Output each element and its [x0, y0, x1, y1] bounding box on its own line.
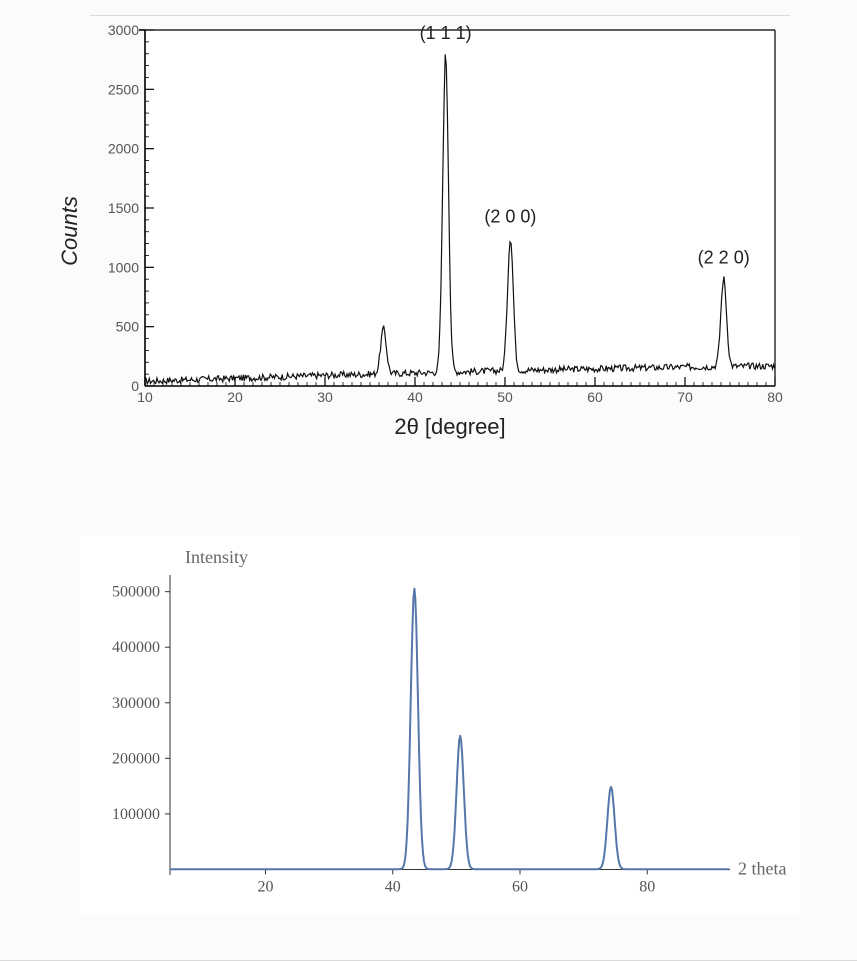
- svg-text:100000: 100000: [112, 806, 160, 823]
- chart1-y-label: Counts: [57, 196, 83, 266]
- chart1-x-label: 2θ [degree]: [110, 414, 790, 440]
- svg-text:40: 40: [407, 389, 423, 405]
- spacer: [0, 445, 857, 535]
- svg-text:30: 30: [317, 389, 333, 405]
- svg-text:(2 0 0): (2 0 0): [484, 207, 536, 227]
- svg-text:70: 70: [677, 389, 693, 405]
- svg-text:40: 40: [385, 878, 401, 895]
- chart1-svg: 10 20 30 40 50 60 70 80 0 500 1000 1500 2000 2500 3000…: [90, 16, 790, 416]
- svg-text:300000: 300000: [112, 695, 160, 712]
- svg-text:10: 10: [137, 389, 153, 405]
- svg-text:80: 80: [767, 389, 783, 405]
- svg-text:500000: 500000: [112, 584, 160, 601]
- svg-text:400000: 400000: [112, 639, 160, 656]
- svg-text:80: 80: [639, 878, 655, 895]
- svg-text:1000: 1000: [108, 259, 139, 275]
- svg-text:60: 60: [587, 389, 603, 405]
- svg-text:500: 500: [116, 319, 140, 335]
- svg-text:2 theta: 2 theta: [738, 858, 786, 878]
- svg-text:20: 20: [227, 389, 243, 405]
- xrd-chart-top: Counts 102030405060708005001000150020002…: [90, 15, 790, 445]
- svg-text:200000: 200000: [112, 750, 160, 767]
- svg-text:2500: 2500: [108, 81, 139, 97]
- svg-text:2000: 2000: [108, 141, 139, 157]
- xrd-chart-bottom: 20 40 60 80 100000 200000 300000 400000 500000 In…: [80, 535, 800, 915]
- chart2-svg: 20 40 60 80 100000 200000 300000 400000 500000 In…: [80, 535, 800, 915]
- svg-text:50: 50: [497, 389, 513, 405]
- svg-text:20: 20: [257, 878, 273, 895]
- svg-text:0: 0: [131, 378, 139, 394]
- svg-text:60: 60: [512, 878, 528, 895]
- svg-text:1500: 1500: [108, 200, 139, 216]
- svg-text:(2 2 0): (2 2 0): [698, 248, 750, 268]
- svg-text:Intensity: Intensity: [185, 547, 248, 567]
- svg-text:(1 1 1): (1 1 1): [420, 23, 472, 43]
- svg-text:3000: 3000: [108, 22, 139, 38]
- page: Counts 10 20 30 40 50 60 70 80 0 500 1000 1500 2000 2…: [0, 0, 857, 961]
